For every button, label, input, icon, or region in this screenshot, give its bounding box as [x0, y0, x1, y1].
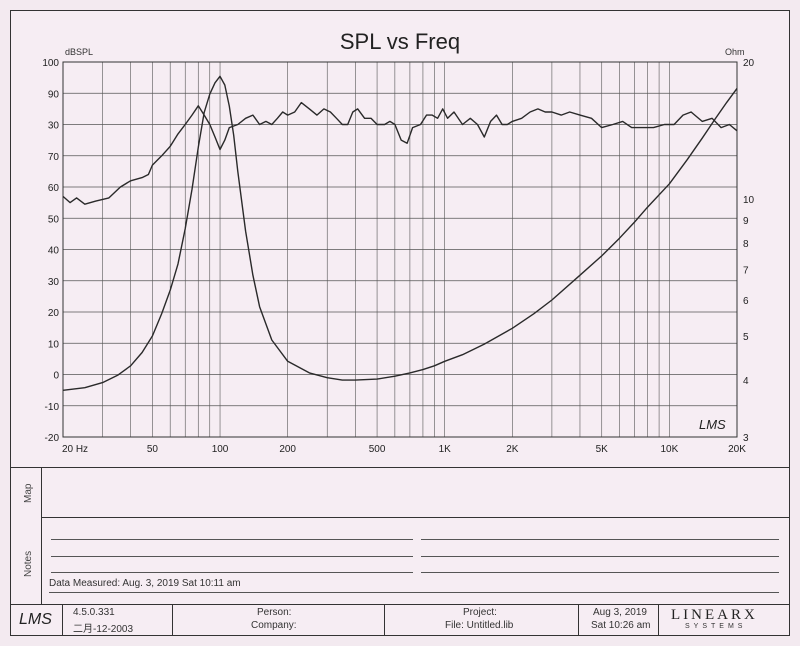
ohm-tick-label: 4: [743, 376, 749, 387]
print-date: Aug 3, 2019: [593, 607, 647, 618]
series-layer: [62, 75, 738, 391]
y-tick-label: 30: [48, 277, 60, 288]
spl-chart: 20 Hz 50 100 200 500 1K 2K 5K 10K 20K100903070605…: [42, 29, 754, 455]
side-divider: [41, 467, 42, 605]
brand-sub: SYSTEMS: [685, 623, 747, 630]
note-line: [49, 592, 779, 593]
note-line: [51, 572, 413, 573]
x-tick-label: 2K: [506, 444, 519, 455]
y-tick-label: 40: [48, 246, 60, 257]
y-tick-label: -20: [45, 433, 60, 444]
tick-labels: 20 Hz 50 100 200 500 1K 2K 5K 10K 20K100903070605…: [42, 58, 754, 455]
print-time: Sat 10:26 am: [591, 620, 651, 631]
project-label: Project:: [463, 607, 497, 618]
y-axis-label-left: dBSPL: [65, 47, 93, 57]
brand-logo: LINEARX SYSTEMS: [663, 606, 787, 634]
lms-watermark: LMS: [699, 417, 726, 432]
version-date: 二月-12-2003: [73, 624, 134, 635]
y-tick-label: 70: [48, 152, 60, 163]
note-line: [421, 572, 779, 573]
note-line: [51, 539, 413, 540]
divider: [11, 467, 789, 468]
y-tick-label: 60: [48, 183, 60, 194]
chart-title: SPL vs Freq: [340, 29, 460, 54]
x-tick-label: 200: [279, 444, 296, 455]
y-tick-label: 90: [48, 89, 60, 100]
y-tick-label: 50: [48, 214, 60, 225]
impedance-series-line: [62, 75, 738, 391]
footer-date-cell: Aug 3, 2019 Sat 10:26 am: [579, 605, 659, 635]
footer: LMS 4.5.0.331 二月-12-2003 Person: Company…: [11, 605, 789, 635]
ohm-tick-label: 20: [743, 58, 755, 69]
data-measured-text: Data Measured: Aug. 3, 2019 Sat 10:11 am: [49, 578, 241, 589]
y-axis-label-right: Ohm: [725, 47, 745, 57]
y-tick-label: 100: [42, 58, 59, 69]
major-gridlines: [63, 61, 737, 438]
plot-frame: [62, 61, 738, 438]
ohm-tick-label: 5: [743, 332, 749, 343]
footer-person-cell: Person: Company:: [173, 605, 385, 635]
x-tick-label: 10K: [660, 444, 678, 455]
note-line: [421, 539, 779, 540]
x-tick-label: 5K: [596, 444, 609, 455]
chart-sheet: 20 Hz 50 100 200 500 1K 2K 5K 10K 20K 100 90 30 70 60 5…: [10, 10, 790, 636]
ohm-tick-label: 3: [743, 433, 749, 444]
note-line: [51, 556, 413, 557]
ohm-tick-label: 7: [743, 266, 749, 277]
version-text: 4.5.0.331: [73, 607, 115, 618]
file-label: File: Untitled.lib: [445, 620, 514, 631]
divider: [41, 517, 789, 518]
footer-logo: LMS: [19, 611, 52, 628]
x-tick-label: 20 Hz: [62, 444, 88, 455]
y-tick-label: 30: [48, 121, 60, 132]
x-tick-label: 1K: [439, 444, 452, 455]
footer-version-cell: 4.5.0.331 二月-12-2003: [63, 605, 173, 635]
footer-project-cell: Project: File: Untitled.lib: [385, 605, 579, 635]
ohm-tick-label: 6: [743, 296, 749, 307]
note-line: [421, 556, 779, 557]
y-tick-label: 0: [53, 371, 59, 382]
x-tick-label: 20K: [728, 444, 746, 455]
ohm-tick-label: 10: [743, 195, 755, 206]
side-label-map: Map: [23, 483, 34, 503]
brand-name: LINEARX: [671, 607, 758, 623]
y-tick-label: -10: [45, 402, 60, 413]
ohm-tick-label: 8: [743, 239, 749, 250]
company-label: Company:: [251, 620, 297, 631]
divider: [11, 604, 789, 605]
ohm-tick-label: 9: [743, 216, 749, 227]
side-label-notes: Notes: [23, 550, 34, 577]
footer-logo-cell: LMS: [11, 605, 63, 635]
x-tick-label: 50: [147, 444, 159, 455]
x-tick-label: 100: [212, 444, 229, 455]
spl-series-line: [62, 101, 738, 205]
y-tick-label: 20: [48, 308, 60, 319]
x-tick-label: 500: [369, 444, 386, 455]
y-tick-label: 10: [48, 339, 60, 350]
person-label: Person:: [257, 607, 292, 618]
